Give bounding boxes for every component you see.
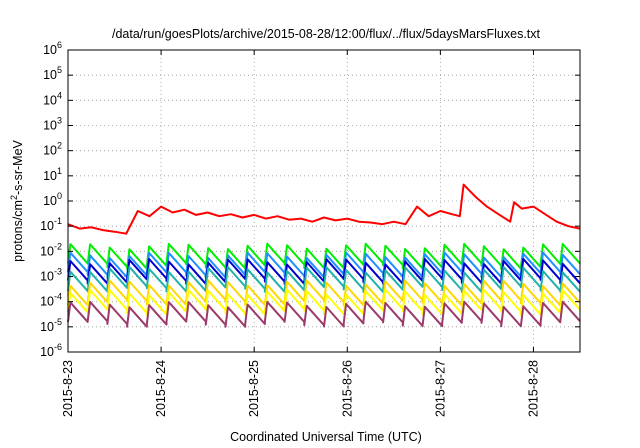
series-line-1 — [67, 183, 581, 235]
x-tick-label: 2015-8-26 — [340, 360, 354, 417]
y-tick-label: 10-1 — [40, 216, 62, 233]
y-tick-label: 10-2 — [40, 241, 62, 258]
x-tick-label: 2015-8-25 — [247, 360, 261, 417]
series-line-8 — [67, 300, 581, 328]
chart-title: /data/run/goesPlots/archive/2015-08-28/1… — [112, 27, 541, 41]
x-tick-label: 2015-8-23 — [61, 360, 75, 417]
series-line-7 — [67, 288, 581, 316]
x-axis: 2015-8-23 2015-8-24 2015-8-25 2015-8-26 2015… — [61, 50, 540, 417]
y-tick-label: 103 — [43, 116, 62, 133]
y-tick-label: 10-6 — [40, 342, 62, 359]
y-axis-label: protons/cm2-s-sr-MeV — [9, 139, 25, 261]
y-tick-label: 102 — [43, 141, 62, 158]
x-tick-label: 2015-8-27 — [433, 360, 447, 417]
y-tick-label: 10-4 — [40, 292, 62, 309]
y-tick-label: 105 — [43, 65, 62, 82]
y-tick-label: 106 — [43, 40, 62, 57]
y-tick-label: 101 — [43, 166, 62, 183]
y-tick-label: 104 — [43, 90, 62, 107]
y-tick-label: 100 — [43, 191, 62, 208]
y-tick-label: 10-3 — [40, 267, 62, 284]
x-axis-label: Coordinated Universal Time (UTC) — [230, 430, 422, 444]
x-tick-label: 2015-8-28 — [526, 360, 540, 417]
y-axis: 10-6 10-5 10-4 10-3 10-2 10-1 100 101 102 103 104 1… — [40, 40, 580, 359]
x-tick-label: 2015-8-24 — [154, 360, 168, 417]
y-tick-label: 10-5 — [40, 317, 62, 334]
series-group — [67, 183, 581, 328]
series-line-6 — [67, 279, 581, 307]
series-line-5 — [67, 265, 581, 293]
